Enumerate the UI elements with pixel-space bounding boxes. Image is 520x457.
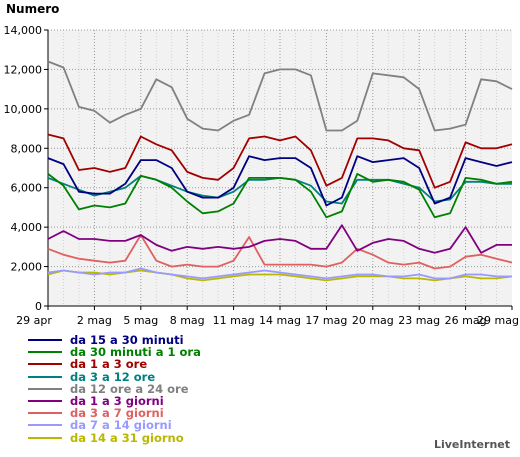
legend-item: da 1 a 3 giorni [28, 394, 201, 409]
legend-swatch [28, 424, 62, 427]
y-tick-label: 6,000 [11, 182, 43, 195]
legend-item: da 30 minuti a 1 ora [28, 345, 201, 360]
y-tick-label: 8,000 [11, 142, 43, 155]
legend-item: da 15 a 30 minuti [28, 333, 201, 348]
x-tick-label: 5 mag [123, 314, 158, 327]
legend-item: da 14 a 31 giorno [28, 430, 201, 445]
legend-label: da 7 a 14 giorni [70, 418, 172, 433]
line-chart: 0 2,000 4,000 6,000 8,000 10,000 12,000 14,000 2… [4, 24, 519, 327]
legend-item: da 3 a 12 ore [28, 369, 201, 384]
series-line [47, 155, 513, 207]
legend-swatch [28, 400, 62, 403]
x-tick-label: 29 mag [477, 314, 519, 327]
legend-item: da 12 ore a 24 ore [28, 381, 201, 396]
legend-swatch [28, 387, 62, 390]
series-line [47, 133, 513, 189]
series-line [47, 234, 513, 270]
x-tick-label: 8 mag [170, 314, 205, 327]
legend-label: da 14 a 31 giorno [70, 430, 184, 445]
x-tick-label: 26 mag [445, 314, 487, 327]
x-tick-label: 2 mag [77, 314, 112, 327]
series-line [47, 224, 512, 254]
x-tick-label: 11 mag [213, 314, 255, 327]
legend-item: da 3 a 7 giorni [28, 406, 201, 421]
legend-swatch [28, 351, 62, 354]
legend-label: da 1 a 3 giorni [70, 394, 164, 409]
x-tick-label: 29 apr [16, 314, 52, 327]
legend-swatch [28, 363, 62, 366]
legend-swatch [28, 436, 62, 439]
legend-swatch [28, 339, 62, 342]
y-tick-label: 2,000 [11, 261, 43, 274]
series-line [47, 172, 513, 219]
legend-label: da 12 ore a 24 ore [70, 381, 189, 396]
y-tick-label: 12,000 [4, 63, 43, 76]
series-line [47, 60, 513, 132]
y-axis-label: Numero [6, 2, 60, 16]
x-tick-label: 17 mag [305, 314, 347, 327]
legend-label: da 30 minuti a 1 ora [70, 345, 201, 360]
legend-label: da 15 a 30 minuti [70, 333, 184, 348]
y-tick-label: 0 [35, 300, 42, 313]
legend-item: da 7 a 14 giorni [28, 418, 201, 433]
x-tick-label: 20 mag [352, 314, 394, 327]
series-line [47, 267, 512, 280]
legend-label: da 1 a 3 ore [70, 357, 148, 372]
legend-label: da 3 a 12 ore [70, 369, 156, 384]
x-tick-label: 23 mag [398, 314, 440, 327]
legend: da 15 a 30 minuti da 30 minuti a 1 ora da … [28, 333, 201, 445]
y-tick-label: 10,000 [4, 103, 43, 116]
legend-label: da 3 a 7 giorni [70, 406, 164, 421]
y-tick-label: 4,000 [11, 221, 43, 234]
brand-label: LiveInternet [433, 438, 510, 451]
legend-swatch [28, 375, 62, 378]
legend-item: da 1 a 3 ore [28, 357, 201, 372]
y-tick-label: 14,000 [4, 24, 43, 37]
x-tick-label: 14 mag [259, 314, 301, 327]
legend-swatch [28, 412, 62, 415]
